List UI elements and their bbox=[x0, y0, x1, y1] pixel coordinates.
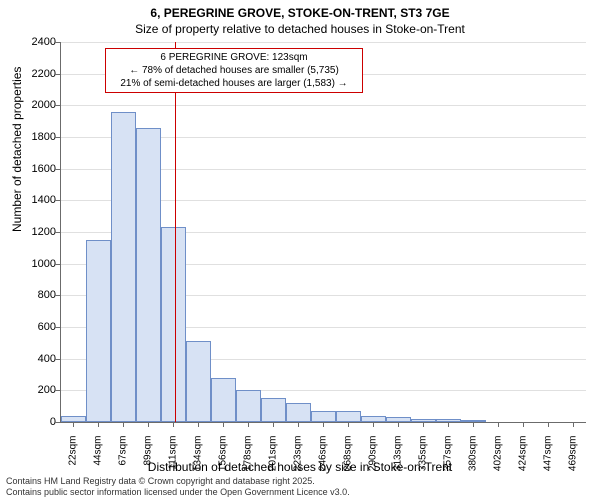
gridline bbox=[61, 105, 586, 106]
y-tick-mark bbox=[55, 137, 60, 138]
x-tick-mark bbox=[173, 422, 174, 427]
x-tick-mark bbox=[148, 422, 149, 427]
histogram-bar bbox=[436, 419, 461, 422]
x-tick-mark bbox=[498, 422, 499, 427]
gridline bbox=[61, 42, 586, 43]
x-tick-label: 178sqm bbox=[242, 436, 253, 486]
chart-title-sub: Size of property relative to detached ho… bbox=[0, 22, 600, 36]
x-tick-label: 424sqm bbox=[517, 436, 528, 486]
x-tick-label: 156sqm bbox=[217, 436, 228, 486]
annotation-line3: 21% of semi-detached houses are larger (… bbox=[110, 77, 358, 90]
histogram-bar bbox=[336, 411, 361, 422]
x-tick-label: 469sqm bbox=[567, 436, 578, 486]
y-tick-label: 200 bbox=[16, 384, 56, 396]
y-tick-label: 0 bbox=[16, 416, 56, 428]
footer-line2: Contains public sector information licen… bbox=[6, 487, 350, 498]
x-tick-mark bbox=[448, 422, 449, 427]
x-tick-mark bbox=[548, 422, 549, 427]
y-tick-label: 1800 bbox=[16, 131, 56, 143]
x-tick-mark bbox=[373, 422, 374, 427]
x-tick-mark bbox=[398, 422, 399, 427]
x-tick-mark bbox=[98, 422, 99, 427]
histogram-chart: 6, PEREGRINE GROVE, STOKE-ON-TRENT, ST3 … bbox=[0, 0, 600, 500]
x-tick-label: 246sqm bbox=[317, 436, 328, 486]
x-tick-label: 402sqm bbox=[492, 436, 503, 486]
y-tick-mark bbox=[55, 74, 60, 75]
y-tick-mark bbox=[55, 232, 60, 233]
y-tick-label: 1400 bbox=[16, 194, 56, 206]
plot-area bbox=[60, 42, 586, 423]
histogram-bar bbox=[461, 420, 486, 422]
y-tick-mark bbox=[55, 200, 60, 201]
x-tick-label: 201sqm bbox=[267, 436, 278, 486]
histogram-bar bbox=[261, 398, 286, 422]
x-tick-mark bbox=[73, 422, 74, 427]
histogram-bar bbox=[311, 411, 336, 422]
annotation-line2: ← 78% of detached houses are smaller (5,… bbox=[110, 64, 358, 77]
histogram-bar bbox=[86, 240, 111, 422]
x-tick-mark bbox=[273, 422, 274, 427]
histogram-bar bbox=[211, 378, 236, 422]
y-tick-mark bbox=[55, 359, 60, 360]
y-tick-label: 2200 bbox=[16, 68, 56, 80]
histogram-bar bbox=[111, 112, 136, 422]
x-tick-label: 290sqm bbox=[367, 436, 378, 486]
x-tick-mark bbox=[348, 422, 349, 427]
chart-title-main: 6, PEREGRINE GROVE, STOKE-ON-TRENT, ST3 … bbox=[0, 6, 600, 20]
y-tick-mark bbox=[55, 327, 60, 328]
y-tick-label: 400 bbox=[16, 353, 56, 365]
y-tick-label: 2000 bbox=[16, 99, 56, 111]
y-tick-mark bbox=[55, 105, 60, 106]
x-tick-label: 22sqm bbox=[67, 436, 78, 486]
histogram-bar bbox=[61, 416, 86, 422]
x-tick-mark bbox=[198, 422, 199, 427]
y-axis-label: Number of detached properties bbox=[10, 67, 24, 232]
x-tick-mark bbox=[223, 422, 224, 427]
histogram-bar bbox=[136, 128, 161, 423]
histogram-bar bbox=[411, 419, 436, 422]
x-tick-mark bbox=[423, 422, 424, 427]
x-tick-label: 89sqm bbox=[142, 436, 153, 486]
y-tick-label: 800 bbox=[16, 289, 56, 301]
highlight-line bbox=[175, 42, 176, 422]
histogram-bar bbox=[161, 227, 186, 422]
histogram-bar bbox=[236, 390, 261, 422]
x-tick-label: 357sqm bbox=[442, 436, 453, 486]
x-tick-mark bbox=[573, 422, 574, 427]
histogram-bar bbox=[286, 403, 311, 422]
y-tick-label: 2400 bbox=[16, 36, 56, 48]
y-tick-label: 1600 bbox=[16, 163, 56, 175]
y-tick-mark bbox=[55, 42, 60, 43]
histogram-bar bbox=[186, 341, 211, 422]
annotation-line1: 6 PEREGRINE GROVE: 123sqm bbox=[110, 51, 358, 64]
x-tick-label: 134sqm bbox=[192, 436, 203, 486]
x-tick-mark bbox=[323, 422, 324, 427]
x-tick-label: 335sqm bbox=[417, 436, 428, 486]
x-tick-label: 313sqm bbox=[392, 436, 403, 486]
y-tick-mark bbox=[55, 295, 60, 296]
y-tick-label: 1200 bbox=[16, 226, 56, 238]
y-tick-mark bbox=[55, 169, 60, 170]
y-tick-mark bbox=[55, 422, 60, 423]
x-tick-mark bbox=[473, 422, 474, 427]
x-tick-label: 447sqm bbox=[542, 436, 553, 486]
histogram-bar bbox=[361, 416, 386, 422]
histogram-bar bbox=[386, 417, 411, 422]
x-tick-mark bbox=[123, 422, 124, 427]
x-tick-mark bbox=[298, 422, 299, 427]
annotation-box: 6 PEREGRINE GROVE: 123sqm ← 78% of detac… bbox=[105, 48, 363, 93]
y-tick-mark bbox=[55, 264, 60, 265]
y-tick-label: 600 bbox=[16, 321, 56, 333]
x-tick-label: 223sqm bbox=[292, 436, 303, 486]
x-tick-label: 380sqm bbox=[467, 436, 478, 486]
x-tick-label: 111sqm bbox=[167, 436, 178, 486]
x-tick-mark bbox=[523, 422, 524, 427]
x-tick-label: 268sqm bbox=[342, 436, 353, 486]
y-tick-label: 1000 bbox=[16, 258, 56, 270]
x-tick-label: 44sqm bbox=[92, 436, 103, 486]
x-tick-mark bbox=[248, 422, 249, 427]
y-tick-mark bbox=[55, 390, 60, 391]
x-tick-label: 67sqm bbox=[117, 436, 128, 486]
